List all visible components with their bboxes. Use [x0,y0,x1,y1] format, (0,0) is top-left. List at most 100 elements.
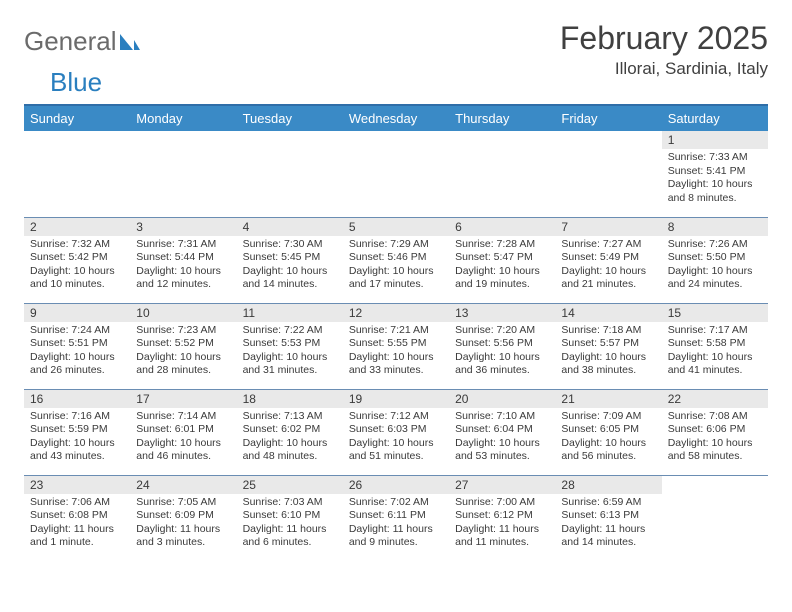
daylight-text: Daylight: 10 hours and 24 minutes. [668,265,762,292]
day-info: Sunrise: 7:22 AMSunset: 5:53 PMDaylight:… [237,322,343,383]
sunset-text: Sunset: 6:10 PM [243,509,337,523]
day-number: 8 [662,218,768,236]
sunrise-text: Sunrise: 7:20 AM [455,324,549,338]
sunrise-text: Sunrise: 7:30 AM [243,238,337,252]
day-cell: 5Sunrise: 7:29 AMSunset: 5:46 PMDaylight… [343,217,449,303]
sunrise-text: Sunrise: 7:23 AM [136,324,230,338]
sunset-text: Sunset: 5:59 PM [30,423,124,437]
sunset-text: Sunset: 6:12 PM [455,509,549,523]
sunrise-text: Sunrise: 7:17 AM [668,324,762,338]
day-cell [24,131,130,217]
sunset-text: Sunset: 6:01 PM [136,423,230,437]
week-row: 9Sunrise: 7:24 AMSunset: 5:51 PMDaylight… [24,303,768,389]
logo-sail-icon [119,32,141,52]
day-info: Sunrise: 7:06 AMSunset: 6:08 PMDaylight:… [24,494,130,555]
day-cell: 25Sunrise: 7:03 AMSunset: 6:10 PMDayligh… [237,475,343,561]
sunrise-text: Sunrise: 7:02 AM [349,496,443,510]
day-number: 11 [237,304,343,322]
daylight-text: Daylight: 10 hours and 28 minutes. [136,351,230,378]
day-info: Sunrise: 7:00 AMSunset: 6:12 PMDaylight:… [449,494,555,555]
day-info: Sunrise: 7:33 AMSunset: 5:41 PMDaylight:… [662,149,768,210]
day-cell [555,131,661,217]
day-info: Sunrise: 7:13 AMSunset: 6:02 PMDaylight:… [237,408,343,469]
sunrise-text: Sunrise: 7:28 AM [455,238,549,252]
day-number: 9 [24,304,130,322]
day-info: Sunrise: 7:10 AMSunset: 6:04 PMDaylight:… [449,408,555,469]
month-title: February 2025 [560,20,768,57]
logo-text-general: General [24,26,117,57]
sunset-text: Sunset: 6:09 PM [136,509,230,523]
day-number: 6 [449,218,555,236]
day-number: 13 [449,304,555,322]
day-cell: 3Sunrise: 7:31 AMSunset: 5:44 PMDaylight… [130,217,236,303]
day-info: Sunrise: 6:59 AMSunset: 6:13 PMDaylight:… [555,494,661,555]
sunrise-text: Sunrise: 7:21 AM [349,324,443,338]
daylight-text: Daylight: 10 hours and 36 minutes. [455,351,549,378]
day-cell: 11Sunrise: 7:22 AMSunset: 5:53 PMDayligh… [237,303,343,389]
day-number: 5 [343,218,449,236]
sunset-text: Sunset: 6:02 PM [243,423,337,437]
day-cell [130,131,236,217]
sunrise-text: Sunrise: 7:09 AM [561,410,655,424]
sunset-text: Sunset: 5:55 PM [349,337,443,351]
sunset-text: Sunset: 5:53 PM [243,337,337,351]
daylight-text: Daylight: 10 hours and 51 minutes. [349,437,443,464]
daylight-text: Daylight: 10 hours and 56 minutes. [561,437,655,464]
daylight-text: Daylight: 10 hours and 14 minutes. [243,265,337,292]
logo-text-blue: Blue [24,67,102,98]
sunset-text: Sunset: 6:03 PM [349,423,443,437]
sunrise-text: Sunrise: 7:08 AM [668,410,762,424]
sunrise-text: Sunrise: 7:33 AM [668,151,762,165]
day-cell: 1Sunrise: 7:33 AMSunset: 5:41 PMDaylight… [662,131,768,217]
day-number: 17 [130,390,236,408]
day-info: Sunrise: 7:28 AMSunset: 5:47 PMDaylight:… [449,236,555,297]
day-cell: 18Sunrise: 7:13 AMSunset: 6:02 PMDayligh… [237,389,343,475]
sunset-text: Sunset: 5:41 PM [668,165,762,179]
daylight-text: Daylight: 10 hours and 38 minutes. [561,351,655,378]
day-cell: 28Sunrise: 6:59 AMSunset: 6:13 PMDayligh… [555,475,661,561]
sunset-text: Sunset: 6:11 PM [349,509,443,523]
day-cell: 19Sunrise: 7:12 AMSunset: 6:03 PMDayligh… [343,389,449,475]
sunset-text: Sunset: 5:52 PM [136,337,230,351]
daylight-text: Daylight: 11 hours and 9 minutes. [349,523,443,550]
day-info: Sunrise: 7:29 AMSunset: 5:46 PMDaylight:… [343,236,449,297]
day-number: 7 [555,218,661,236]
dayhead-thu: Thursday [449,106,555,131]
dayhead-sat: Saturday [662,106,768,131]
calendar-table: Sunday Monday Tuesday Wednesday Thursday… [24,106,768,561]
daylight-text: Daylight: 10 hours and 46 minutes. [136,437,230,464]
sunrise-text: Sunrise: 7:16 AM [30,410,124,424]
day-info: Sunrise: 7:05 AMSunset: 6:09 PMDaylight:… [130,494,236,555]
daylight-text: Daylight: 11 hours and 11 minutes. [455,523,549,550]
day-number: 14 [555,304,661,322]
day-number: 27 [449,476,555,494]
day-cell: 14Sunrise: 7:18 AMSunset: 5:57 PMDayligh… [555,303,661,389]
day-info: Sunrise: 7:02 AMSunset: 6:11 PMDaylight:… [343,494,449,555]
sunrise-text: Sunrise: 7:31 AM [136,238,230,252]
calendar-body: 1Sunrise: 7:33 AMSunset: 5:41 PMDaylight… [24,131,768,561]
day-cell: 8Sunrise: 7:26 AMSunset: 5:50 PMDaylight… [662,217,768,303]
title-block: February 2025 Illorai, Sardinia, Italy [560,20,768,79]
day-cell: 2Sunrise: 7:32 AMSunset: 5:42 PMDaylight… [24,217,130,303]
sunrise-text: Sunrise: 7:32 AM [30,238,124,252]
daylight-text: Daylight: 10 hours and 41 minutes. [668,351,762,378]
day-cell: 4Sunrise: 7:30 AMSunset: 5:45 PMDaylight… [237,217,343,303]
daylight-text: Daylight: 10 hours and 21 minutes. [561,265,655,292]
day-cell [662,475,768,561]
dayhead-fri: Friday [555,106,661,131]
day-info: Sunrise: 7:20 AMSunset: 5:56 PMDaylight:… [449,322,555,383]
sunrise-text: Sunrise: 7:26 AM [668,238,762,252]
day-number: 16 [24,390,130,408]
day-number: 25 [237,476,343,494]
day-info: Sunrise: 7:12 AMSunset: 6:03 PMDaylight:… [343,408,449,469]
day-info: Sunrise: 7:09 AMSunset: 6:05 PMDaylight:… [555,408,661,469]
sunset-text: Sunset: 5:57 PM [561,337,655,351]
dayhead-sun: Sunday [24,106,130,131]
sunrise-text: Sunrise: 7:10 AM [455,410,549,424]
day-number: 20 [449,390,555,408]
dayhead-mon: Monday [130,106,236,131]
day-cell: 16Sunrise: 7:16 AMSunset: 5:59 PMDayligh… [24,389,130,475]
day-info: Sunrise: 7:14 AMSunset: 6:01 PMDaylight:… [130,408,236,469]
location: Illorai, Sardinia, Italy [560,59,768,79]
day-cell: 21Sunrise: 7:09 AMSunset: 6:05 PMDayligh… [555,389,661,475]
